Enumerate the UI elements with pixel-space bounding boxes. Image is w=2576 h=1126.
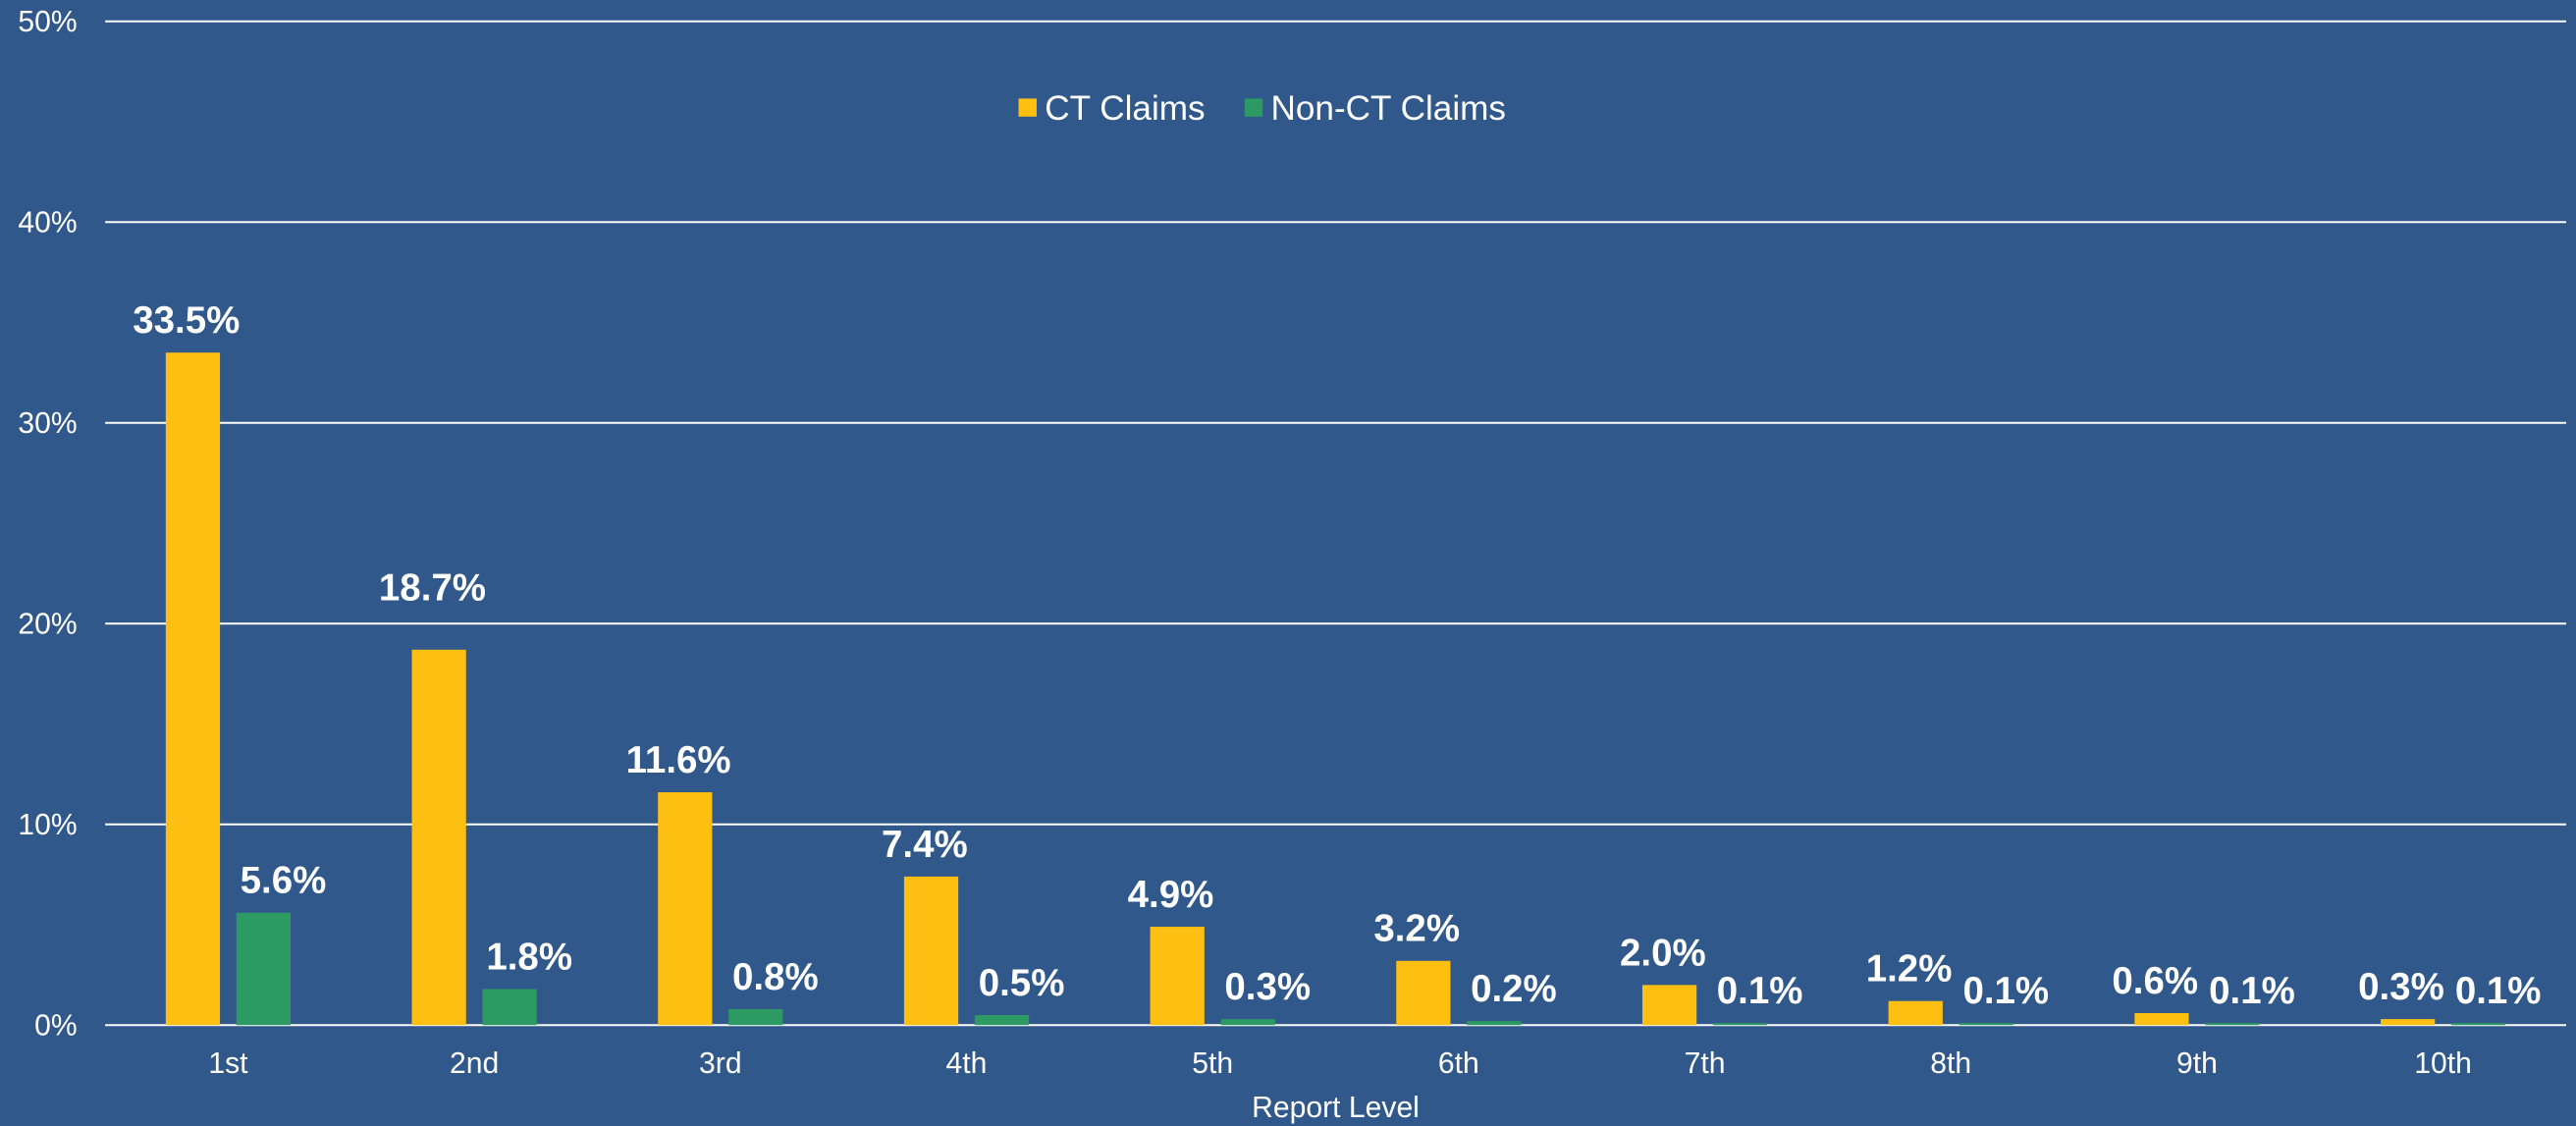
legend-swatch: [1244, 98, 1263, 117]
value-label: 0.1%: [1962, 970, 2049, 1012]
bar: [1396, 960, 1451, 1026]
value-label: 2.0%: [1620, 932, 1706, 974]
x-tick-label: 2nd: [450, 1047, 499, 1080]
value-label: 5.6%: [241, 860, 327, 902]
value-label: 4.9%: [1128, 874, 1214, 916]
bar: [1888, 1000, 1943, 1026]
bar: [411, 649, 466, 1026]
legend-label: CT Claims: [1045, 89, 1205, 128]
bar: [165, 352, 221, 1026]
value-label: 0.3%: [1224, 966, 1311, 1008]
bar: [1959, 1023, 2013, 1026]
bar: [2381, 1019, 2436, 1026]
value-label: 18.7%: [379, 567, 486, 610]
bar: [2134, 1012, 2189, 1026]
y-tick-label: 50%: [18, 6, 77, 38]
bar: [974, 1015, 1030, 1026]
value-label: 3.2%: [1373, 908, 1460, 950]
bar: [1150, 927, 1205, 1026]
bar: [903, 876, 959, 1026]
bar: [482, 989, 537, 1026]
legend-label: Non-CT Claims: [1271, 89, 1506, 128]
y-tick-label: 0%: [34, 1009, 78, 1042]
value-label: 0.5%: [979, 962, 1065, 1004]
x-tick-label: 9th: [2176, 1047, 2218, 1080]
bar: [236, 912, 292, 1026]
bar: [1467, 1021, 1522, 1026]
value-label: 0.1%: [2455, 970, 2542, 1012]
x-tick-label: 4th: [946, 1047, 988, 1080]
x-tick-label: 1st: [208, 1047, 248, 1080]
x-axis-title: Report Level: [1252, 1092, 1420, 1124]
value-label: 11.6%: [626, 739, 731, 781]
value-label: 0.3%: [2358, 966, 2444, 1008]
value-label: 0.8%: [732, 956, 819, 998]
bar: [728, 1008, 783, 1026]
bar: [1712, 1023, 1768, 1026]
x-tick-label: 6th: [1438, 1047, 1479, 1080]
value-label: 1.8%: [486, 936, 572, 978]
x-tick-label: 10th: [2414, 1047, 2472, 1080]
bar: [1641, 985, 1697, 1026]
value-label: 0.6%: [2112, 960, 2198, 1002]
bar: [658, 792, 713, 1026]
y-tick-label: 30%: [18, 407, 77, 440]
value-label: 33.5%: [133, 299, 240, 342]
y-tick-label: 20%: [18, 608, 77, 640]
value-label: 0.1%: [1717, 970, 1803, 1012]
value-label: 0.1%: [2209, 970, 2295, 1012]
x-tick-label: 3rd: [699, 1047, 742, 1080]
x-tick-label: 7th: [1685, 1047, 1726, 1080]
x-tick-label: 5th: [1192, 1047, 1233, 1080]
value-label: 7.4%: [882, 824, 968, 866]
y-tick-label: 10%: [18, 809, 77, 841]
x-tick-label: 8th: [1930, 1047, 1971, 1080]
value-label: 0.2%: [1471, 968, 1557, 1010]
y-tick-label: 40%: [18, 206, 77, 239]
bar: [2450, 1023, 2506, 1026]
value-label: 1.2%: [1866, 948, 1953, 991]
bar: [2205, 1023, 2260, 1026]
bar: [1220, 1019, 1275, 1026]
legend-swatch: [1018, 98, 1037, 117]
